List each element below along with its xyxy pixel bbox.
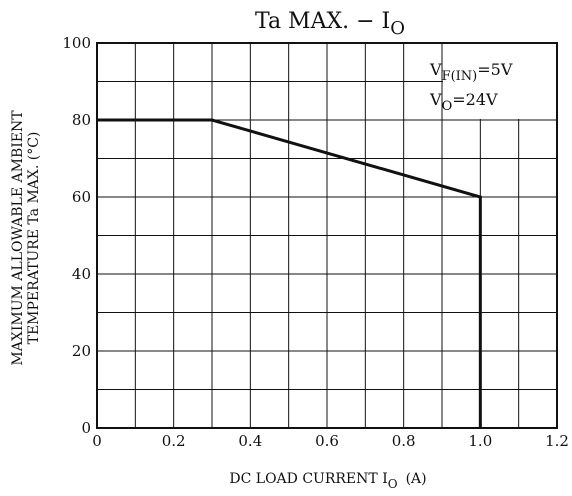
y-tick-label: 40: [72, 265, 91, 283]
y-tick-label: 100: [62, 34, 91, 52]
y-axis-label-line2: TEMPERATURE Ta MAX. (°C): [26, 132, 42, 345]
y-axis-ticks: 0 20 40 60 80 100: [62, 34, 91, 437]
annotation-box: [443, 44, 556, 119]
x-axis-ticks: 0 0.2 0.4 0.6 0.8 1.0 1.2: [92, 432, 569, 450]
x-tick-label: 0: [92, 432, 102, 450]
chart-title: Ta MAX. − IO: [255, 9, 405, 39]
annotation-vfin: VF(IN)=5V: [429, 60, 513, 84]
x-tick-label: 0.2: [162, 432, 186, 450]
y-tick-label: 80: [72, 111, 91, 129]
x-tick-label: 0.6: [315, 432, 339, 450]
x-tick-label: 0.4: [238, 432, 262, 450]
annotation-vo: VO=24V: [429, 90, 498, 114]
y-axis-label: MAXIMUM ALLOWABLE AMBIENT TEMPERATURE Ta…: [10, 110, 42, 366]
y-axis-label-line1: MAXIMUM ALLOWABLE AMBIENT: [10, 110, 26, 366]
y-tick-label: 20: [72, 342, 91, 360]
y-tick-label: 60: [72, 188, 91, 206]
x-axis-label: DC LOAD CURRENT IO (A): [229, 471, 426, 491]
series-line: [97, 118, 482, 428]
y-tick-label: 0: [81, 419, 91, 437]
x-tick-label: 1.0: [468, 432, 492, 450]
plot-frame: [96, 42, 558, 429]
x-tick-label: 1.2: [545, 432, 569, 450]
x-tick-label: 0.8: [392, 432, 416, 450]
series-group: [97, 118, 482, 428]
